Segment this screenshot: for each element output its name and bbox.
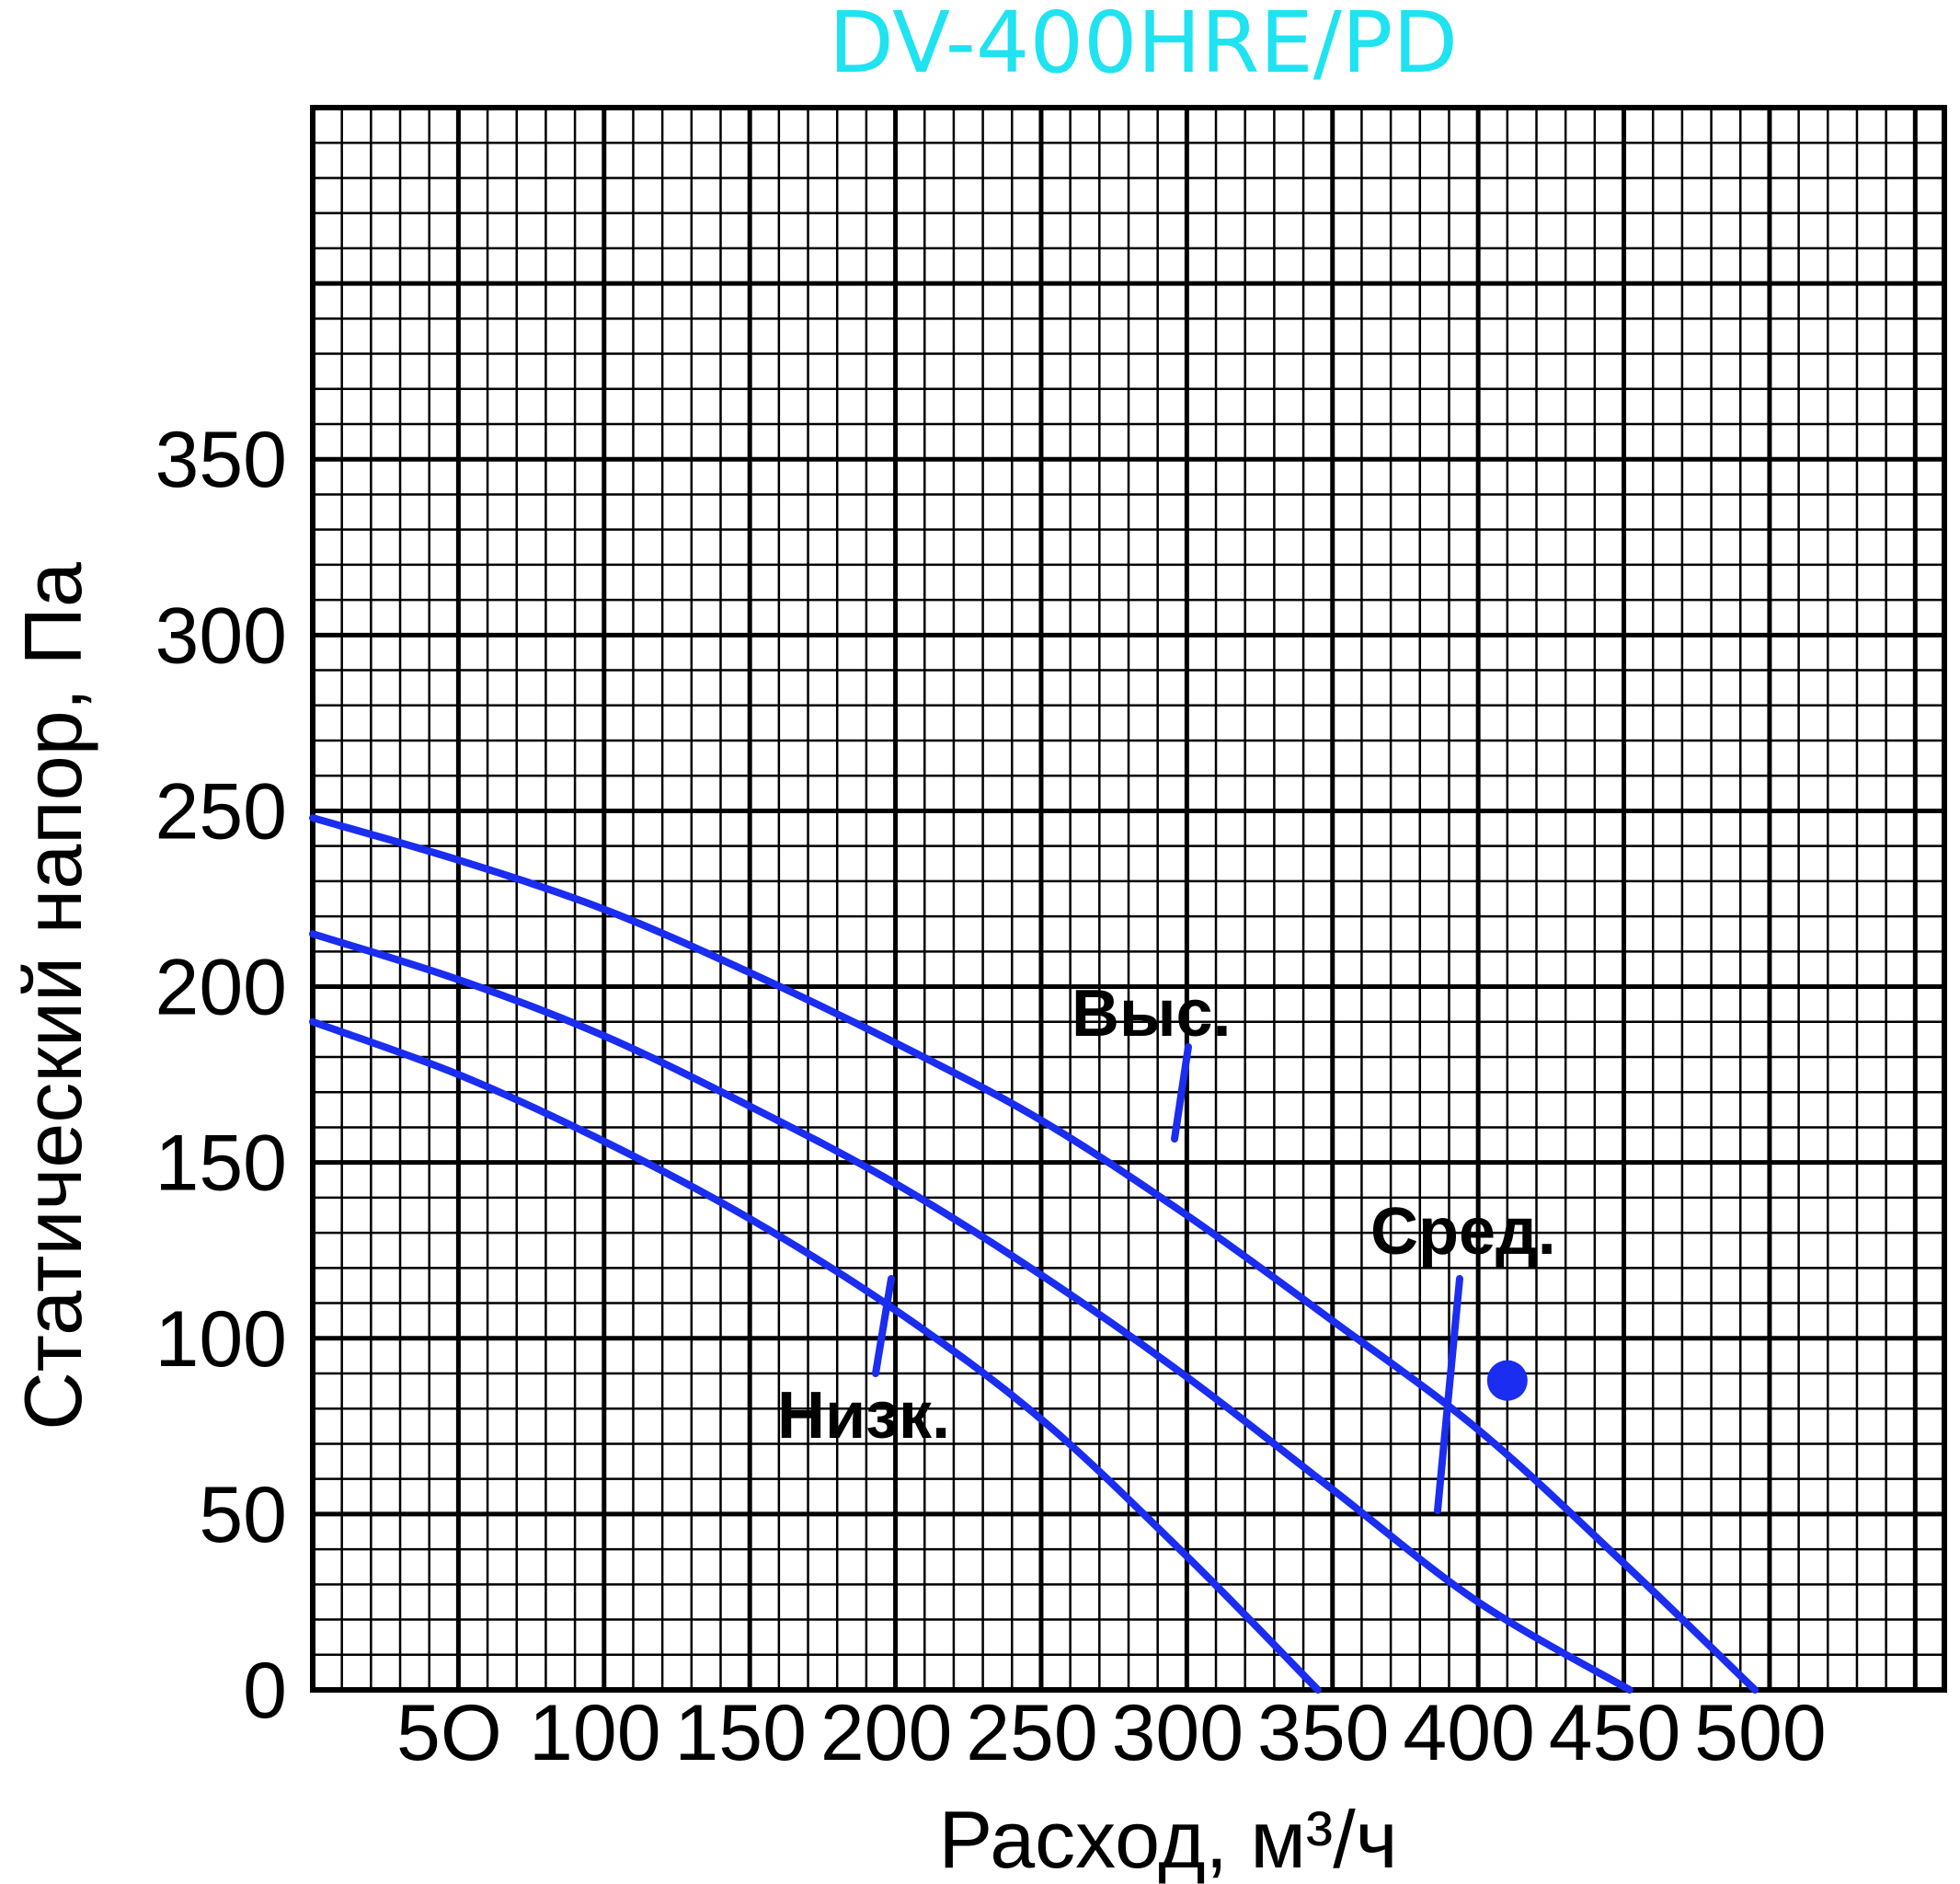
grid — [310, 105, 1947, 1693]
series-high-line — [309, 814, 1759, 1694]
x-tick-label: 100 — [529, 1689, 661, 1777]
x-tick-label: 450 — [1549, 1689, 1681, 1777]
series-low-line — [309, 1017, 1322, 1694]
y-axis-ticks: 0 50 100 150 200 250 300 350 — [155, 416, 288, 1735]
series-medium-label: Сред. — [1370, 1195, 1556, 1269]
x-axis-ticks: 5O 100 150 200 250 300 350 400 450 500 — [396, 1689, 1827, 1777]
x-tick-label: 500 — [1694, 1689, 1827, 1777]
operating-point-marker — [1486, 1360, 1528, 1401]
x-tick-label: 350 — [1257, 1689, 1390, 1777]
x-tick-label: 300 — [1112, 1689, 1244, 1777]
x-tick-label: 200 — [820, 1689, 953, 1777]
plot-frame — [310, 105, 1947, 1693]
series-medium-line — [309, 930, 1633, 1694]
x-tick-label: 5O — [396, 1689, 502, 1777]
x-tick-label: 250 — [966, 1689, 1098, 1777]
series-labels: Выс. Сред. Низк. — [777, 977, 1556, 1514]
x-axis-label: Расход, м³/ч — [938, 1794, 1397, 1884]
y-tick-label: 350 — [155, 416, 288, 504]
series-curves — [309, 814, 1759, 1694]
y-tick-label: 200 — [155, 944, 288, 1032]
y-axis-label: Статический напор, Па — [7, 562, 98, 1430]
series-high-leader-line — [1171, 1043, 1192, 1143]
y-tick-label: 50 — [199, 1471, 287, 1559]
x-tick-label: 400 — [1403, 1689, 1535, 1777]
x-tick-label: 150 — [674, 1689, 807, 1777]
y-tick-label: 100 — [155, 1295, 288, 1384]
y-tick-label: 0 — [243, 1647, 287, 1735]
y-tick-label: 300 — [155, 592, 288, 680]
series-low-label: Низк. — [777, 1379, 950, 1453]
y-tick-label: 150 — [155, 1120, 288, 1208]
series-medium-leader-line — [1434, 1275, 1463, 1514]
y-tick-label: 250 — [155, 767, 288, 856]
chart-title: DV-400HRE/PD — [829, 0, 1458, 92]
series-high-label: Выс. — [1072, 977, 1232, 1051]
series-low-leader-line — [872, 1275, 895, 1377]
